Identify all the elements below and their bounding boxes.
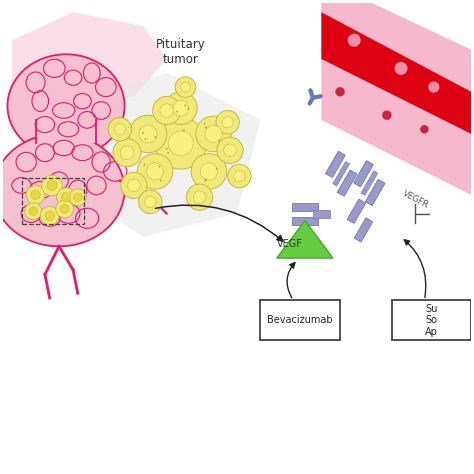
Circle shape <box>42 175 62 196</box>
Circle shape <box>45 211 55 220</box>
Circle shape <box>216 110 239 134</box>
Text: Bevacizumab: Bevacizumab <box>267 315 333 325</box>
Polygon shape <box>321 59 471 195</box>
Circle shape <box>142 132 144 134</box>
Circle shape <box>121 173 147 199</box>
Bar <box>260 300 340 340</box>
Circle shape <box>146 163 164 180</box>
Circle shape <box>164 92 197 125</box>
Circle shape <box>73 193 82 201</box>
Circle shape <box>60 204 69 213</box>
Circle shape <box>205 179 207 181</box>
Ellipse shape <box>0 134 125 246</box>
Circle shape <box>205 126 222 143</box>
Circle shape <box>184 105 186 106</box>
Circle shape <box>137 154 173 189</box>
Circle shape <box>186 184 213 210</box>
Text: Su
So
Ap: Su So Ap <box>425 303 438 337</box>
Circle shape <box>108 118 132 141</box>
Circle shape <box>188 108 189 109</box>
Circle shape <box>160 180 162 182</box>
Bar <box>22 178 84 224</box>
Circle shape <box>31 190 40 200</box>
Polygon shape <box>361 171 378 195</box>
Circle shape <box>29 207 37 216</box>
Circle shape <box>219 139 220 141</box>
Polygon shape <box>354 161 374 187</box>
Circle shape <box>228 164 251 188</box>
Polygon shape <box>12 12 167 106</box>
Polygon shape <box>321 0 471 92</box>
Circle shape <box>155 118 207 169</box>
Circle shape <box>222 117 233 128</box>
Polygon shape <box>321 12 471 134</box>
Circle shape <box>57 188 75 207</box>
Circle shape <box>114 124 126 135</box>
Circle shape <box>168 131 193 155</box>
Circle shape <box>61 192 71 202</box>
Circle shape <box>336 87 345 97</box>
Ellipse shape <box>8 55 125 157</box>
Circle shape <box>224 144 236 156</box>
Circle shape <box>234 171 245 182</box>
Circle shape <box>145 138 146 140</box>
Circle shape <box>183 129 185 131</box>
Circle shape <box>138 190 162 214</box>
Circle shape <box>204 123 205 124</box>
Circle shape <box>113 138 141 167</box>
Circle shape <box>394 62 408 75</box>
Polygon shape <box>333 162 350 186</box>
Circle shape <box>181 82 191 92</box>
Text: Pituitary
tumor: Pituitary tumor <box>156 38 206 66</box>
Polygon shape <box>292 202 318 210</box>
Circle shape <box>193 191 206 203</box>
Circle shape <box>145 196 156 208</box>
Circle shape <box>217 137 243 164</box>
Polygon shape <box>337 170 357 196</box>
Circle shape <box>167 152 169 154</box>
Circle shape <box>205 127 207 128</box>
Circle shape <box>191 154 227 189</box>
Polygon shape <box>354 218 373 242</box>
Circle shape <box>153 97 181 125</box>
Polygon shape <box>313 210 329 218</box>
Circle shape <box>382 110 392 120</box>
Polygon shape <box>292 217 318 225</box>
Circle shape <box>155 137 156 138</box>
Circle shape <box>26 185 45 204</box>
Circle shape <box>160 104 173 117</box>
Circle shape <box>129 115 167 153</box>
Circle shape <box>166 148 168 150</box>
Circle shape <box>56 200 73 218</box>
Circle shape <box>159 166 160 167</box>
Circle shape <box>347 34 361 47</box>
Bar <box>392 300 471 340</box>
Circle shape <box>139 125 157 143</box>
Circle shape <box>47 180 57 191</box>
Circle shape <box>128 179 140 192</box>
Text: VEGFR: VEGFR <box>401 189 430 210</box>
Circle shape <box>420 125 428 134</box>
Circle shape <box>40 207 59 225</box>
Circle shape <box>216 168 218 170</box>
Text: VEGF: VEGF <box>277 239 303 249</box>
Circle shape <box>204 180 206 182</box>
Circle shape <box>144 164 146 165</box>
Polygon shape <box>277 220 333 258</box>
Circle shape <box>175 77 196 97</box>
Circle shape <box>201 163 218 180</box>
Circle shape <box>428 82 439 93</box>
Circle shape <box>176 111 178 112</box>
Circle shape <box>69 189 86 206</box>
Polygon shape <box>347 199 366 223</box>
Circle shape <box>173 100 189 116</box>
Circle shape <box>196 116 231 152</box>
Polygon shape <box>326 151 345 178</box>
Bar <box>36 120 97 143</box>
Polygon shape <box>73 73 260 237</box>
Circle shape <box>25 203 42 219</box>
Circle shape <box>120 146 134 159</box>
Polygon shape <box>365 179 385 206</box>
